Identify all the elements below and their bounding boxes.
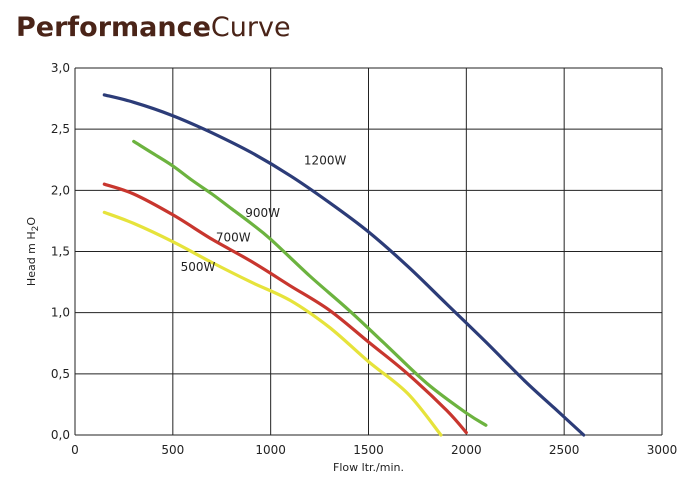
series-label-1200w: 1200W <box>304 154 347 168</box>
y-tick-label: 1,5 <box>51 245 70 259</box>
x-axis-label: Flow ltr./min. <box>333 461 404 474</box>
y-tick-label: 0,0 <box>51 428 70 442</box>
series-line-700w <box>102 182 468 435</box>
y-tick-label: 3,0 <box>51 61 70 75</box>
chart-title-light: Curve <box>210 12 291 43</box>
x-tick-label: 2500 <box>549 443 580 457</box>
series-line-900w <box>132 139 488 427</box>
x-tick-label: 2000 <box>451 443 482 457</box>
y-tick-label: 2,0 <box>51 183 70 197</box>
x-tick-label: 500 <box>161 443 184 457</box>
chart-title: PerformanceCurve <box>16 12 291 43</box>
x-tick-label: 0 <box>71 443 79 457</box>
series-line-500w <box>102 210 443 437</box>
y-tick-label: 2,5 <box>51 122 70 136</box>
x-tick-label: 1000 <box>255 443 286 457</box>
series-line-1200w <box>102 93 586 437</box>
y-tick-label: 0,5 <box>51 367 70 381</box>
series-label-900w: 900W <box>245 206 280 220</box>
series-label-700w: 700W <box>216 231 251 245</box>
chart-title-bold: Performance <box>16 12 211 43</box>
y-tick-label: 1,0 <box>51 306 70 320</box>
x-tick-label: 3000 <box>647 443 678 457</box>
x-tick-label: 1500 <box>353 443 384 457</box>
y-axis-label: Head m H2O <box>25 217 41 286</box>
series-label-500w: 500W <box>181 260 216 274</box>
